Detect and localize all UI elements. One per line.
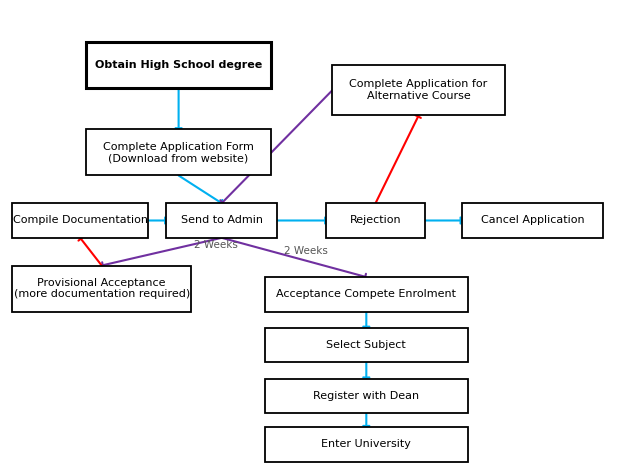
Text: 2 Weeks: 2 Weeks (193, 240, 237, 250)
FancyBboxPatch shape (462, 203, 604, 238)
FancyBboxPatch shape (13, 266, 191, 312)
Text: Register with Dean: Register with Dean (313, 391, 420, 401)
Text: Complete Application for
Alternative Course: Complete Application for Alternative Cou… (350, 79, 488, 101)
FancyBboxPatch shape (265, 379, 468, 413)
Text: Complete Application Form
(Download from website): Complete Application Form (Download from… (103, 142, 254, 163)
FancyBboxPatch shape (265, 427, 468, 462)
FancyBboxPatch shape (332, 65, 505, 115)
FancyBboxPatch shape (86, 41, 271, 88)
FancyBboxPatch shape (86, 130, 271, 176)
Text: Cancel Application: Cancel Application (480, 216, 584, 226)
Text: Obtain High School degree: Obtain High School degree (95, 60, 263, 70)
Text: 2 Weeks: 2 Weeks (284, 245, 328, 255)
FancyBboxPatch shape (13, 203, 148, 238)
Text: Provisional Acceptance
(more documentation required): Provisional Acceptance (more documentati… (14, 278, 190, 300)
Text: Compile Documentation: Compile Documentation (13, 216, 148, 226)
Text: Send to Admin: Send to Admin (181, 216, 263, 226)
FancyBboxPatch shape (265, 328, 468, 363)
FancyBboxPatch shape (166, 203, 277, 238)
FancyBboxPatch shape (327, 203, 425, 238)
Text: Enter University: Enter University (322, 439, 411, 449)
Text: Acceptance Compete Enrolment: Acceptance Compete Enrolment (276, 289, 457, 300)
FancyBboxPatch shape (265, 277, 468, 312)
Text: Rejection: Rejection (350, 216, 401, 226)
Text: Select Subject: Select Subject (327, 340, 406, 350)
